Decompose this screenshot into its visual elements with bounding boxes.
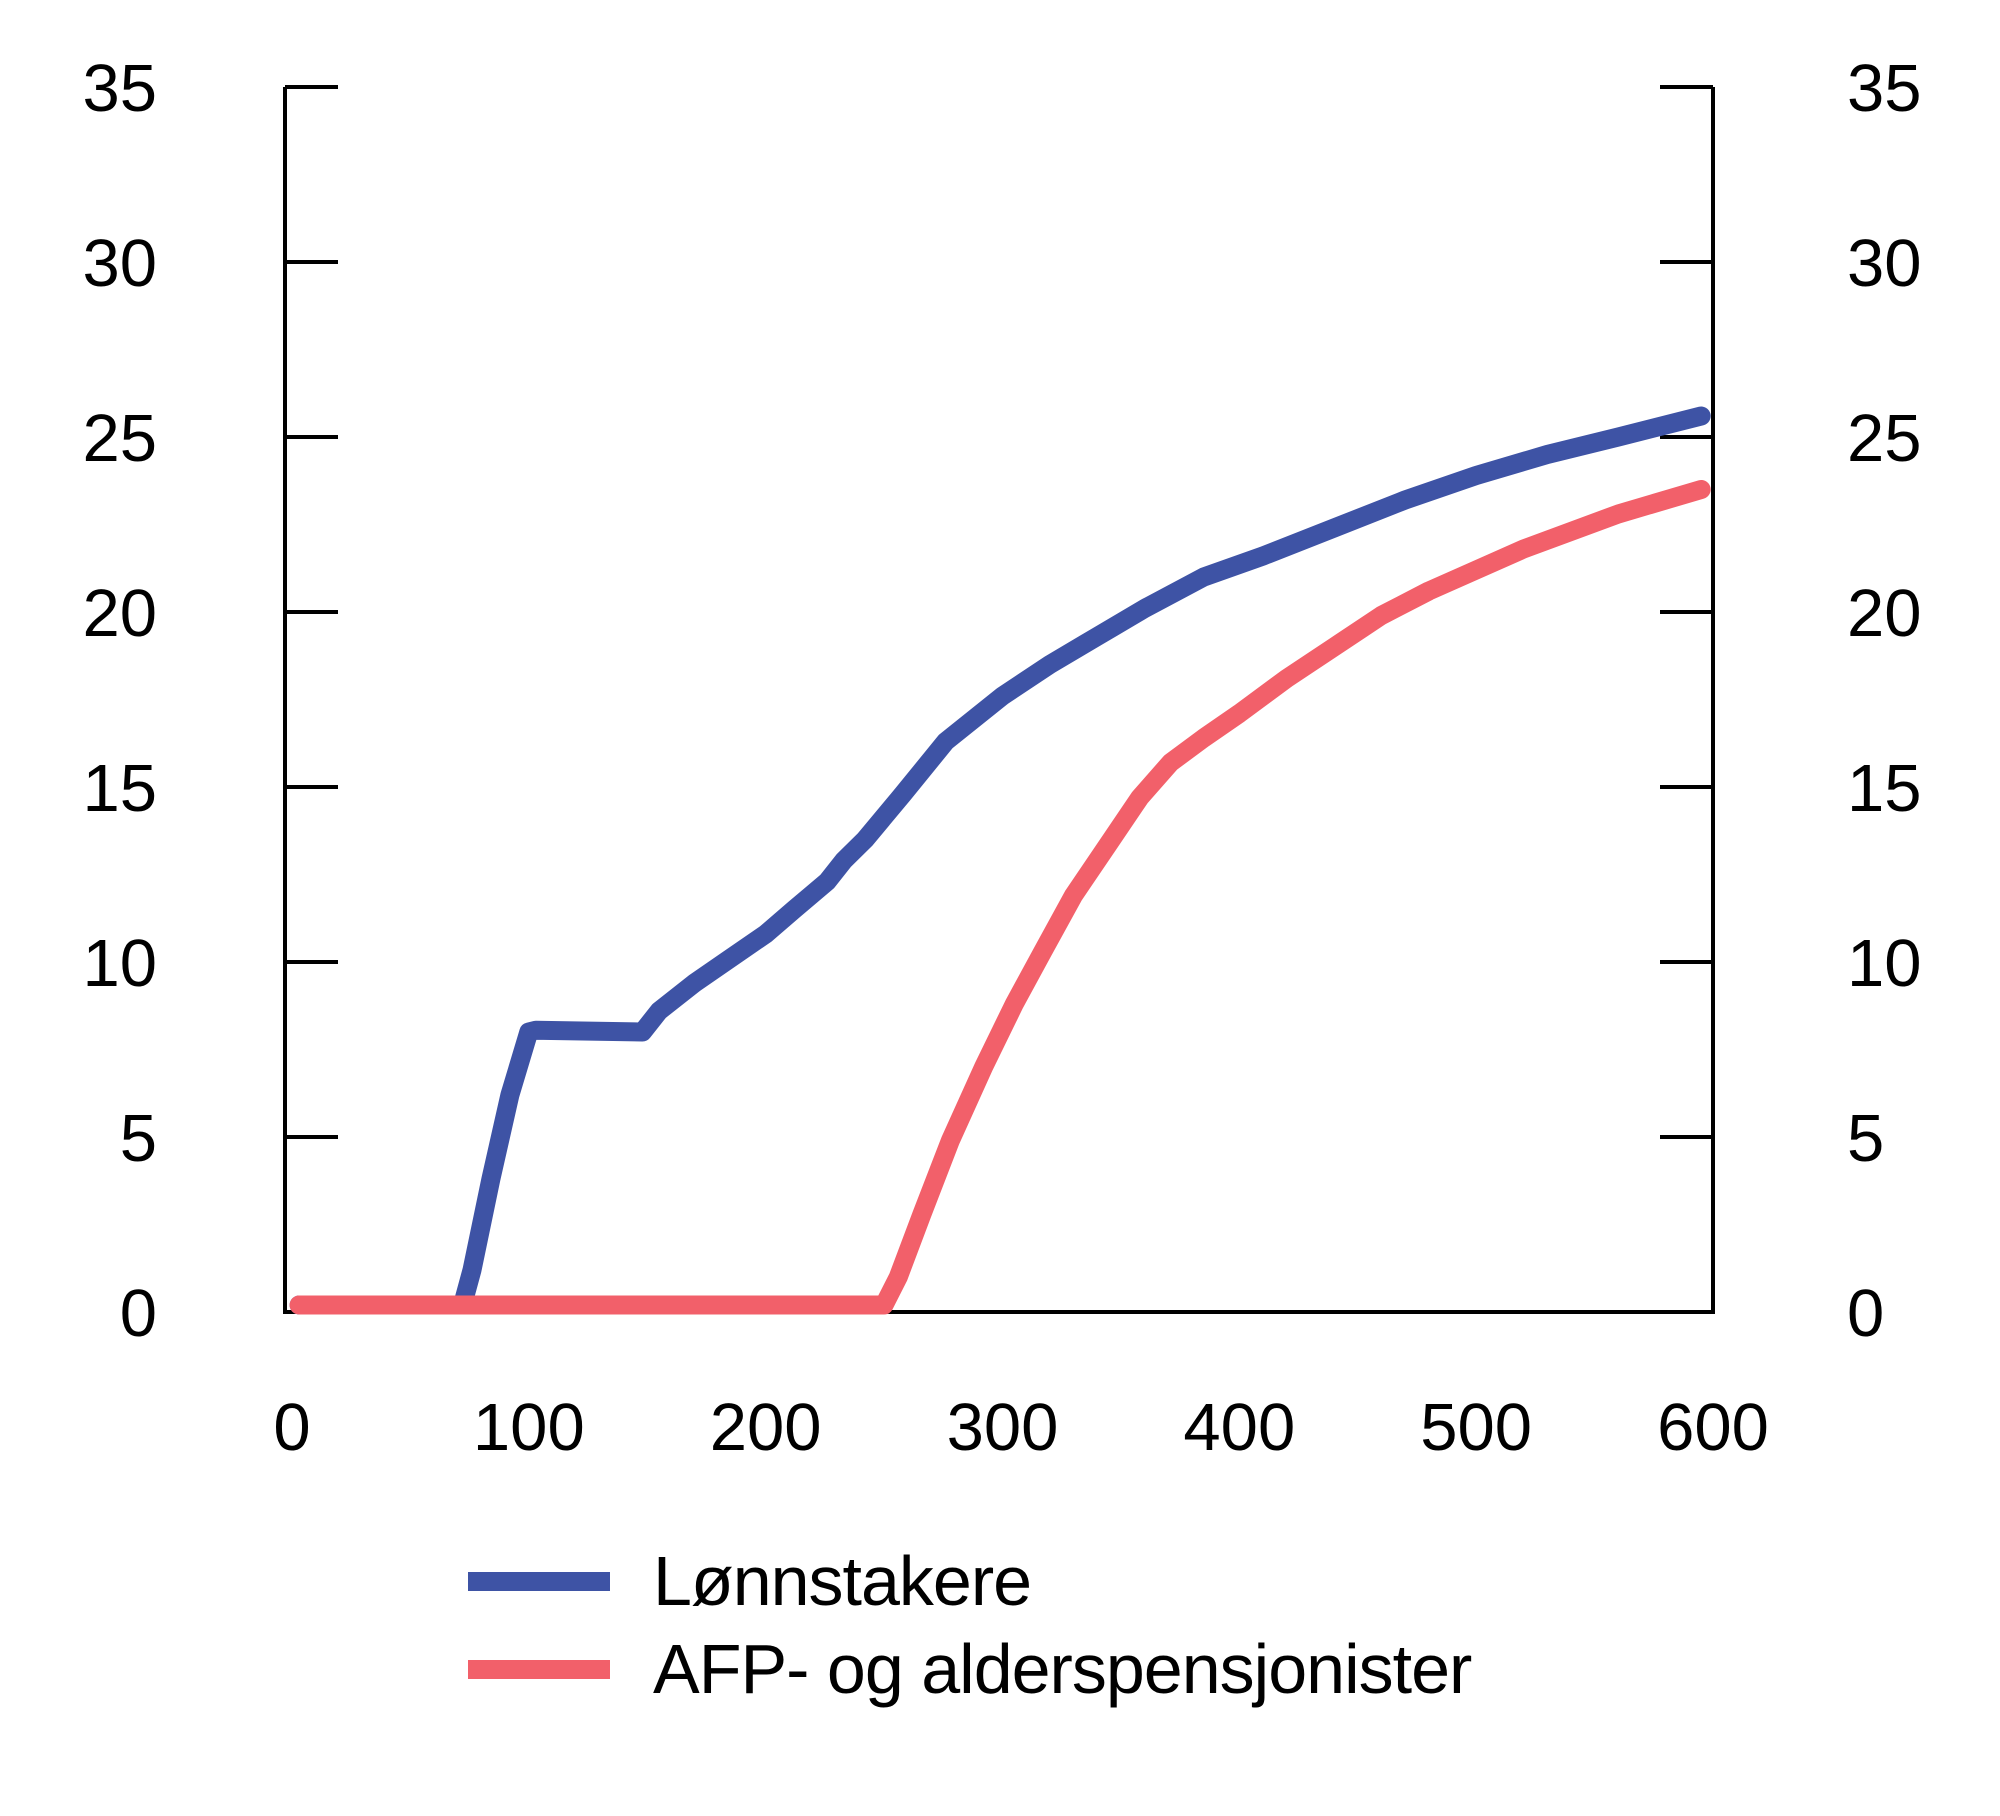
series-line-0 — [289, 406, 1711, 1315]
y-tick-label-left-10: 10 — [82, 926, 157, 1001]
y-tick-label-left-0: 0 — [120, 1276, 157, 1351]
legend-label-afp-alderspensjonister: AFP- og alderspensjonister — [653, 1630, 1472, 1708]
y-tick-label-right-0: 0 — [1847, 1276, 1884, 1351]
legend-swatch-afp-alderspensjonister — [468, 1659, 610, 1679]
x-tick-label-400: 400 — [1183, 1390, 1295, 1465]
y-tick-label-left-30: 30 — [82, 226, 157, 301]
legend: Lønnstakere AFP- og alderspensjonister — [468, 1542, 1472, 1719]
legend-swatch-lonnstakere — [468, 1571, 610, 1591]
x-tick-label-300: 300 — [947, 1390, 1059, 1465]
y-tick-label-left-15: 15 — [82, 751, 157, 826]
y-tick-label-right-35: 35 — [1847, 51, 1922, 126]
series-lines — [289, 406, 1711, 1315]
x-tick-label-600: 600 — [1657, 1390, 1769, 1465]
y-tick-label-left-25: 25 — [82, 401, 157, 476]
y-tick-label-right-15: 15 — [1847, 751, 1922, 826]
x-tick-label-200: 200 — [710, 1390, 822, 1465]
x-tick-label-500: 500 — [1420, 1390, 1532, 1465]
y-tick-label-right-30: 30 — [1847, 226, 1922, 301]
legend-item-afp-alderspensjonister: AFP- og alderspensjonister — [468, 1630, 1472, 1708]
y-tick-label-left-35: 35 — [82, 51, 157, 126]
legend-item-lonnstakere: Lønnstakere — [468, 1542, 1471, 1620]
series-line-1 — [289, 480, 1711, 1315]
axis-ticks — [285, 85, 1713, 1139]
x-tick-label-100: 100 — [473, 1390, 585, 1465]
y-tick-label-right-25: 25 — [1847, 401, 1922, 476]
y-tick-label-left-20: 20 — [82, 576, 157, 651]
y-tick-label-right-20: 20 — [1847, 576, 1922, 651]
y-tick-label-right-10: 10 — [1847, 926, 1922, 1001]
y-tick-label-right-5: 5 — [1847, 1101, 1884, 1176]
tick-labels: 0 0 5 5 10 10 15 15 20 20 25 25 30 30 35 35 0 100 200 300 40… — [82, 51, 1921, 1465]
x-tick-label-0: 0 — [273, 1390, 310, 1465]
y-tick-label-left-5: 5 — [120, 1101, 157, 1176]
legend-label-lonnstakere: Lønnstakere — [653, 1542, 1032, 1620]
